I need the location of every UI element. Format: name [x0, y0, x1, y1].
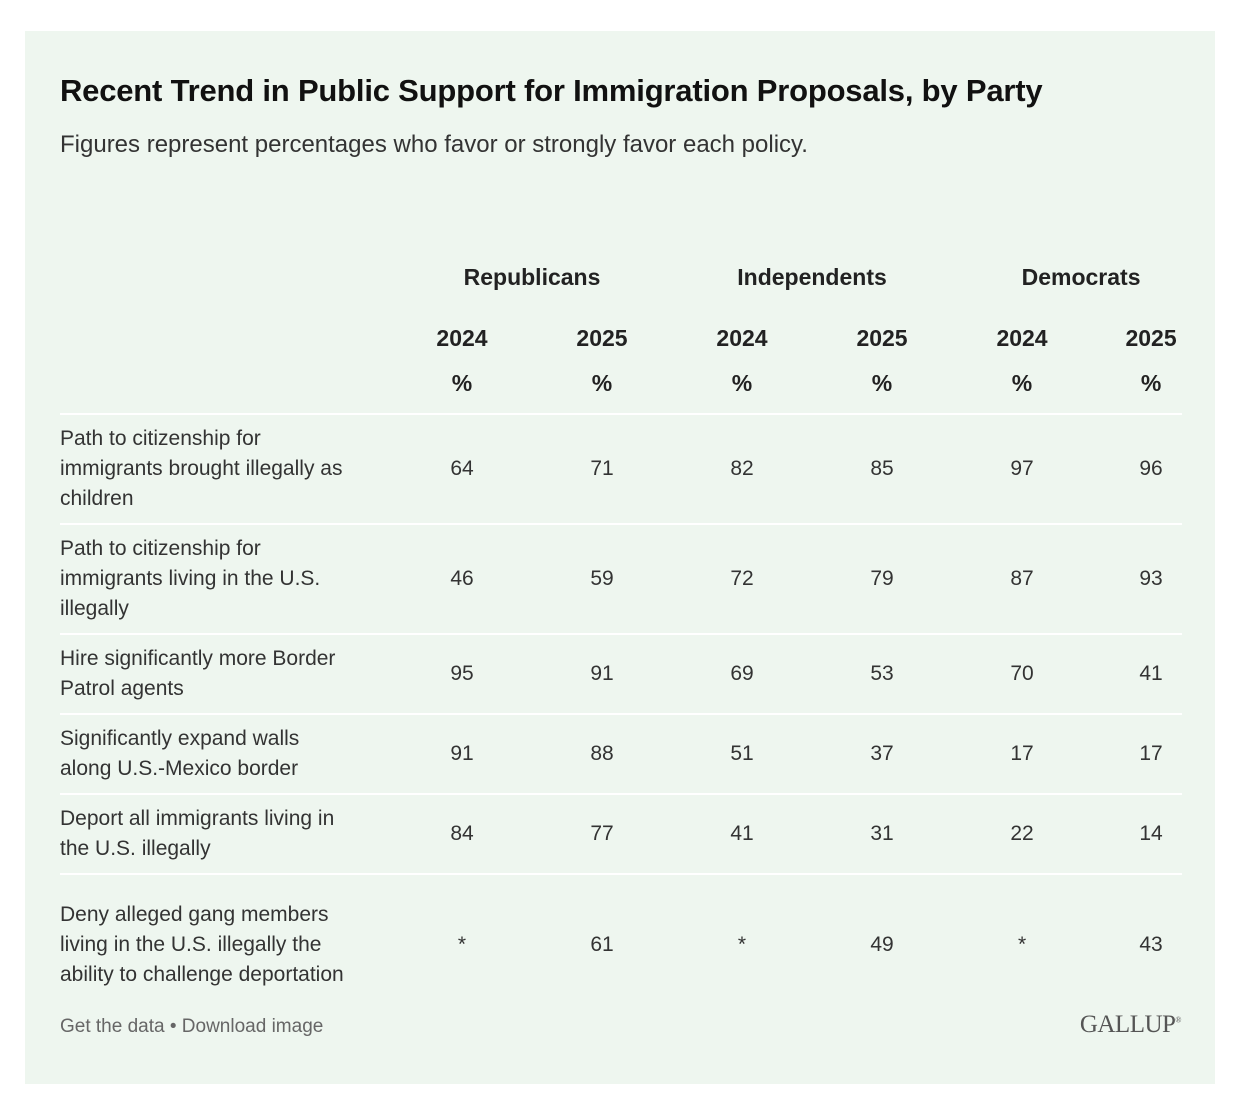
cell-value: 37 [812, 713, 953, 794]
cell-value: 53 [812, 633, 953, 714]
cell-value: 61 [532, 873, 673, 1014]
cell-value: 87 [952, 523, 1093, 634]
table-row: Deport all immigrants living in the U.S.… [60, 793, 1183, 874]
table-row: Significantly expand walls along U.S.-Me… [60, 713, 1183, 794]
cell-value: 70 [952, 633, 1093, 714]
cell-value: 97 [952, 413, 1093, 524]
get-data-link[interactable]: Get the data [60, 1016, 165, 1037]
year-header: 2025 [576, 324, 628, 351]
unit-header: % [1011, 369, 1033, 396]
cell-value: 77 [532, 793, 673, 874]
cell-value: 43 [1092, 873, 1183, 1014]
table-row: Deny alleged gang members living in the … [60, 873, 1183, 1014]
cell-value: 93 [1092, 523, 1183, 634]
group-header: Independents [737, 263, 887, 290]
data-table: Republicans Independents Democrats 2024 … [60, 231, 1183, 1014]
year-header: 2024 [996, 324, 1048, 351]
gallup-logo: GALLUP® [1079, 1011, 1182, 1038]
unit-header: % [451, 369, 473, 396]
row-label: Significantly expand walls along U.S.-Me… [60, 713, 392, 794]
table-row: Hire significantly more Border Patrol ag… [60, 633, 1183, 714]
cell-value: 79 [812, 523, 953, 634]
cell-value: 64 [392, 413, 532, 524]
cell-value: 72 [672, 523, 813, 634]
cell-value: 14 [1092, 793, 1183, 874]
footer-links: Get the data • Download image [60, 1016, 323, 1038]
separator: • [169, 1016, 177, 1037]
cell-value: * [952, 873, 1093, 1014]
year-header: 2024 [716, 324, 768, 351]
cell-value: 71 [532, 413, 673, 524]
cell-value: 82 [672, 413, 813, 524]
logo-text: GALLUP [1079, 1011, 1176, 1038]
table-row: Path to citizenship for immigrants livin… [60, 523, 1183, 634]
cell-value: 49 [812, 873, 953, 1014]
cell-value: 22 [952, 793, 1093, 874]
unit-header: % [871, 369, 893, 396]
cell-value: 17 [952, 713, 1093, 794]
cell-value: 69 [672, 633, 813, 714]
unit-header: % [591, 369, 613, 396]
cell-value: 96 [1092, 413, 1183, 524]
cell-value: 88 [532, 713, 673, 794]
year-header: 2025 [1125, 324, 1177, 351]
row-label: Path to citizenship for immigrants broug… [60, 413, 392, 524]
row-label: Hire significantly more Border Patrol ag… [60, 633, 392, 714]
cell-value: 41 [672, 793, 813, 874]
row-label: Path to citizenship for immigrants livin… [60, 523, 392, 634]
year-header: 2024 [436, 324, 488, 351]
cell-value: 91 [392, 713, 532, 794]
cell-value: 59 [532, 523, 673, 634]
chart-panel: Recent Trend in Public Support for Immig… [25, 31, 1215, 1084]
cell-value: 31 [812, 793, 953, 874]
download-image-link[interactable]: Download image [181, 1016, 324, 1037]
cell-value: 51 [672, 713, 813, 794]
cell-value: 17 [1092, 713, 1183, 794]
chart-subtitle: Figures represent percentages who favor … [60, 131, 808, 158]
cell-value: 95 [392, 633, 532, 714]
cell-value: * [672, 873, 813, 1014]
cell-value: 85 [812, 413, 953, 524]
cell-value: 46 [392, 523, 532, 634]
row-label: Deport all immigrants living in the U.S.… [60, 793, 392, 874]
group-header: Democrats [1021, 263, 1141, 290]
cell-value: 91 [532, 633, 673, 714]
cell-value: * [392, 873, 532, 1014]
cell-value: 41 [1092, 633, 1183, 714]
unit-header: % [731, 369, 753, 396]
group-header: Republicans [463, 263, 601, 290]
year-header: 2025 [856, 324, 908, 351]
cell-value: 84 [392, 793, 532, 874]
row-label: Deny alleged gang members living in the … [60, 873, 392, 1014]
table-row: Path to citizenship for immigrants broug… [60, 413, 1183, 524]
chart-title: Recent Trend in Public Support for Immig… [60, 73, 1043, 108]
unit-header: % [1140, 369, 1162, 396]
